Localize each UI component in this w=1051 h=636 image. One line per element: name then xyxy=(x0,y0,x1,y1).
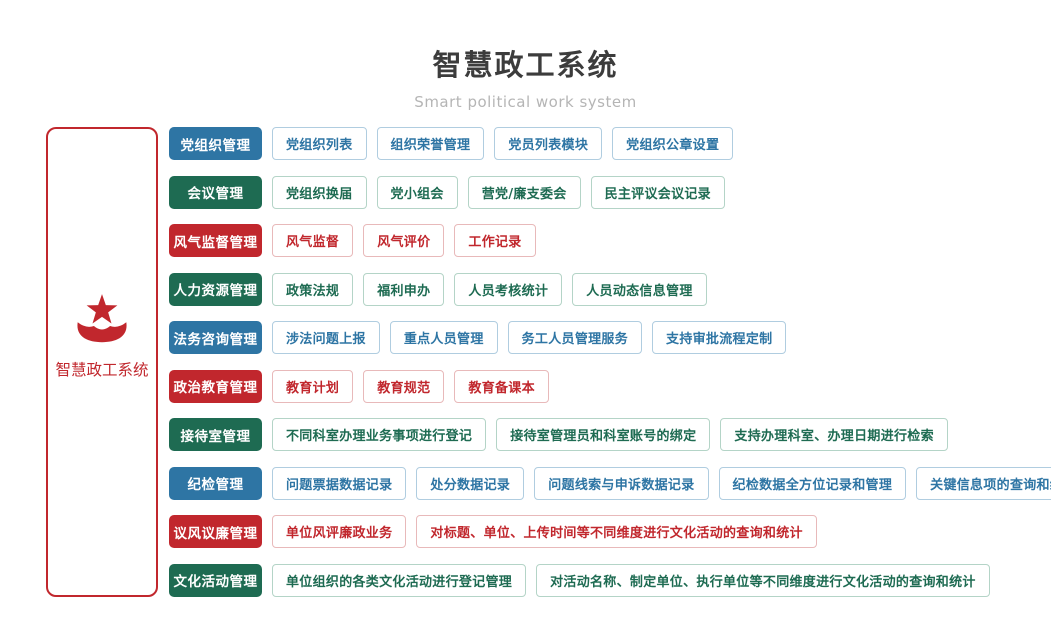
category-node: 接待室管理 xyxy=(169,418,262,452)
page-subtitle: Smart political work system xyxy=(414,93,637,111)
root-node-label: 智慧政工系统 xyxy=(55,361,149,379)
feature-node: 支持审批流程定制 xyxy=(652,321,787,355)
feature-node: 党组织换届 xyxy=(272,175,367,209)
feature-node: 不同科室办理业务事项进行登记 xyxy=(272,418,487,452)
feature-node: 问题线索与申诉数据记录 xyxy=(534,466,709,500)
feature-node: 重点人员管理 xyxy=(389,321,498,355)
category-node: 纪检管理 xyxy=(169,466,262,500)
feature-rows: 党组织管理 党组织列表 组织荣誉管理 党员列表模块 党组织公章设置 会议管理 党组织换届 党小… xyxy=(169,127,1051,597)
diagram-row: 纪检管理 问题票据数据记录 处分数据记录 问题线索与申诉数据记录 纪检数据全方位记录和管… xyxy=(169,466,1051,500)
feature-node: 支持办理科室、办理日期进行检索 xyxy=(720,418,948,452)
diagram-row: 议风议廉管理 单位风评廉政业务 对标题、单位、上传时间等不同维度进行文化活动的查询和… xyxy=(169,515,1045,549)
feature-node: 单位组织的各类文化活动进行登记管理 xyxy=(272,563,527,597)
category-node: 政治教育管理 xyxy=(169,369,262,403)
feature-node: 人员考核统计 xyxy=(454,272,563,306)
category-node: 会议管理 xyxy=(169,175,262,209)
feature-node: 风气监督 xyxy=(272,224,354,258)
feature-node: 党组织公章设置 xyxy=(612,127,734,160)
feature-node: 风气评价 xyxy=(363,224,445,258)
diagram-row: 党组织管理 党组织列表 组织荣誉管理 党员列表模块 党组织公章设置 xyxy=(169,127,1045,160)
feature-node: 人员动态信息管理 xyxy=(572,272,707,306)
feature-node: 福利申办 xyxy=(363,272,445,306)
category-node: 风气监督管理 xyxy=(169,224,262,258)
feature-node: 组织荣誉管理 xyxy=(376,127,485,160)
category-node: 文化活动管理 xyxy=(169,563,262,597)
feature-node: 教育计划 xyxy=(272,369,354,403)
feature-node: 对标题、单位、上传时间等不同维度进行文化活动的查询和统计 xyxy=(416,515,817,549)
feature-node: 务工人员管理服务 xyxy=(507,321,643,355)
diagram-row: 文化活动管理 单位组织的各类文化活动进行登记管理 对活动名称、制定单位、执行单位等不… xyxy=(169,563,1045,597)
page-title: 智慧政工系统 xyxy=(432,48,619,82)
root-node: 智慧政工系统 xyxy=(46,127,158,597)
feature-node: 政策法规 xyxy=(272,272,354,306)
feature-node: 问题票据数据记录 xyxy=(272,466,407,500)
diagram-row: 政治教育管理 教育计划 教育规范 教育备课本 xyxy=(169,369,1045,403)
feature-node: 工作记录 xyxy=(454,224,536,258)
diagram-row: 风气监督管理 风气监督 风气评价 工作记录 xyxy=(169,224,1045,258)
diagram-row: 法务咨询管理 涉法问题上报 重点人员管理 务工人员管理服务 支持审批流程定制 xyxy=(169,321,1045,355)
feature-node: 党员列表模块 xyxy=(494,127,603,160)
feature-node: 营党/廉支委会 xyxy=(467,175,581,209)
diagram-row: 人力资源管理 政策法规 福利申办 人员考核统计 人员动态信息管理 xyxy=(169,272,1045,306)
category-node: 人力资源管理 xyxy=(169,272,262,306)
feature-node: 党组织列表 xyxy=(272,127,367,160)
ribbon-shape xyxy=(77,322,127,343)
star-emblem-icon xyxy=(75,292,129,350)
feature-node: 接待室管理员和科室账号的绑定 xyxy=(496,418,711,452)
feature-node: 单位风评廉政业务 xyxy=(272,515,407,549)
category-node: 法务咨询管理 xyxy=(169,321,262,355)
category-node: 议风议廉管理 xyxy=(169,515,262,549)
feature-node: 纪检数据全方位记录和管理 xyxy=(718,466,907,500)
feature-node: 对活动名称、制定单位、执行单位等不同维度进行文化活动的查询和统计 xyxy=(536,563,990,597)
feature-node: 关键信息项的查询和统计 xyxy=(916,466,1051,500)
feature-node: 民主评议会议记录 xyxy=(590,175,725,209)
page-header: 智慧政工系统 Smart political work system xyxy=(0,42,1051,111)
category-node: 党组织管理 xyxy=(169,127,262,160)
feature-node: 涉法问题上报 xyxy=(272,321,380,355)
feature-node: 处分数据记录 xyxy=(416,466,525,500)
feature-node: 党小组会 xyxy=(376,175,458,209)
feature-node: 教育规范 xyxy=(363,369,445,403)
feature-node: 教育备课本 xyxy=(454,369,549,403)
diagram-row: 会议管理 党组织换届 党小组会 营党/廉支委会 民主评议会议记录 xyxy=(169,175,1045,209)
diagram-row: 接待室管理 不同科室办理业务事项进行登记 接待室管理员和科室账号的绑定 支持办理科室、… xyxy=(169,418,1045,452)
